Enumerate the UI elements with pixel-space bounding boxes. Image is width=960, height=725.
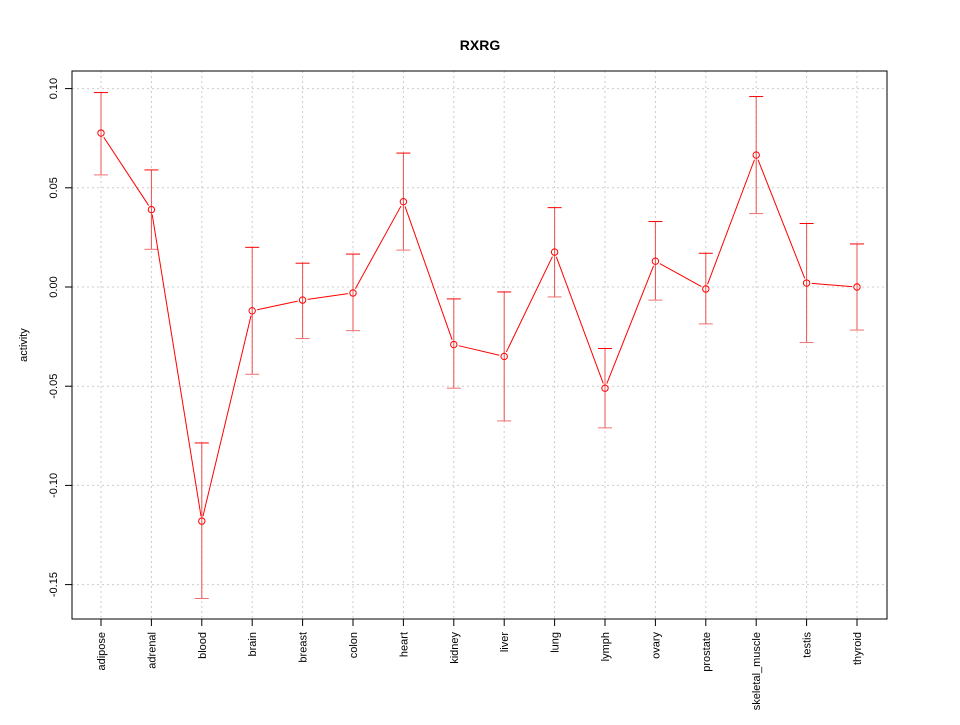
series-line-segment bbox=[659, 263, 702, 288]
x-tick-label: adipose bbox=[96, 632, 108, 671]
x-tick-label: breast bbox=[298, 632, 310, 663]
plot-frame bbox=[71, 70, 888, 620]
data-point bbox=[500, 352, 508, 361]
y-tick-label: -0.10 bbox=[48, 473, 60, 498]
data-point bbox=[752, 151, 760, 159]
data-point bbox=[198, 517, 206, 525]
series-line-segment bbox=[555, 256, 604, 384]
x-tick-label: skeletal_muscle bbox=[751, 632, 763, 710]
y-axis-label: activity bbox=[18, 328, 30, 362]
series-line-segment bbox=[103, 136, 150, 206]
data-point bbox=[651, 257, 660, 265]
series-line-segment bbox=[505, 256, 553, 353]
x-tick-label: ovary bbox=[650, 632, 662, 659]
x-tick-label: brain bbox=[247, 632, 259, 656]
series-line-segment bbox=[757, 159, 806, 279]
x-tick-label: blood bbox=[197, 632, 209, 659]
series-line-segment bbox=[458, 345, 500, 356]
data-point bbox=[802, 279, 811, 287]
series-line-segment bbox=[202, 315, 252, 517]
x-tick-label: liver bbox=[499, 632, 511, 653]
series-line-segment bbox=[256, 300, 298, 311]
y-tick-label: -0.05 bbox=[48, 374, 60, 399]
series-line-segment bbox=[811, 282, 853, 288]
y-tick-label: 0.00 bbox=[48, 276, 60, 297]
data-point bbox=[298, 296, 307, 304]
data-point bbox=[450, 340, 458, 349]
data-point bbox=[853, 283, 861, 291]
data-point bbox=[550, 248, 559, 256]
x-tick-label: testis bbox=[802, 632, 814, 658]
series-line-segment bbox=[151, 214, 202, 517]
x-tick-label: kidney bbox=[449, 632, 461, 664]
series-line-segment bbox=[707, 159, 755, 285]
y-tick-label: 0.05 bbox=[48, 177, 60, 198]
x-tick-label: prostate bbox=[701, 632, 713, 672]
data-point bbox=[601, 384, 609, 392]
x-tick-label: thyroid bbox=[852, 632, 864, 665]
data-point bbox=[97, 129, 105, 137]
chart-title: RXRG bbox=[460, 37, 501, 53]
data-point bbox=[147, 205, 156, 214]
y-tick-label: 0.10 bbox=[48, 78, 60, 99]
x-tick-label: adrenal bbox=[146, 632, 158, 669]
series-line-segment bbox=[307, 293, 349, 300]
data-point bbox=[349, 289, 357, 297]
x-tick-label: lymph bbox=[600, 632, 612, 661]
data-point bbox=[399, 197, 408, 206]
x-tick-label: lung bbox=[550, 632, 562, 653]
series-line-segment bbox=[354, 205, 402, 289]
data-point bbox=[248, 307, 256, 315]
series-line-segment bbox=[606, 265, 655, 384]
x-tick-label: colon bbox=[348, 632, 360, 658]
series-line-segment bbox=[404, 206, 453, 340]
y-tick-label: -0.15 bbox=[48, 572, 60, 597]
data-point bbox=[702, 285, 710, 293]
x-tick-label: heart bbox=[398, 632, 410, 657]
